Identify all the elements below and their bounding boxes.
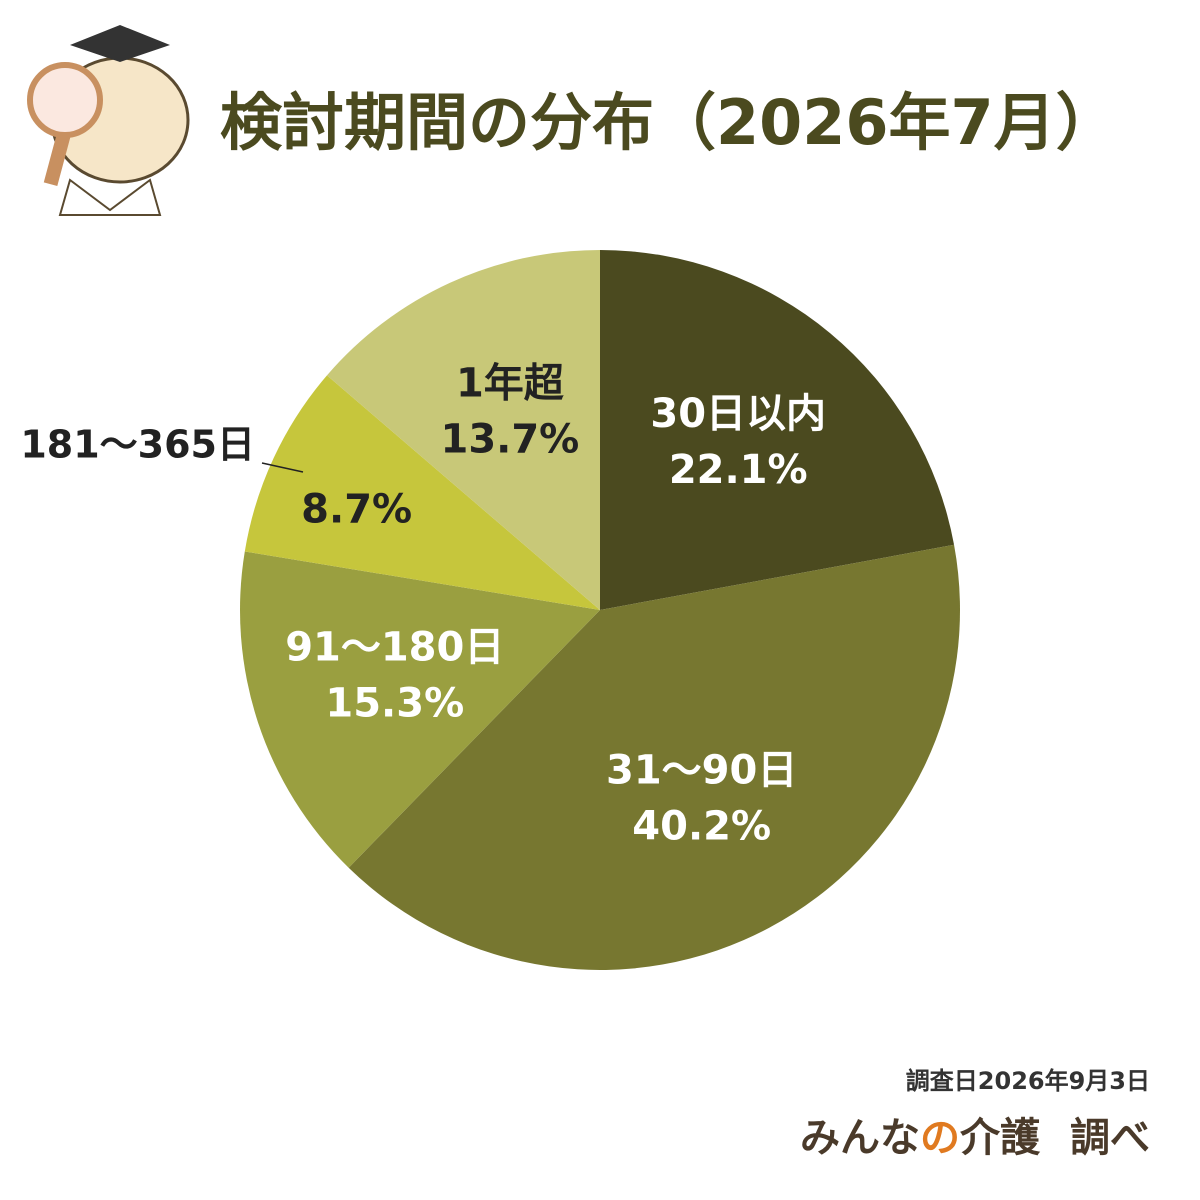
mascot	[27, 25, 190, 216]
source-suffix: 調べ	[1070, 1115, 1150, 1161]
brand-accent: の	[920, 1115, 960, 1161]
value-label: 8.7%	[301, 486, 412, 532]
chart-title: 検討期間の分布（2026年7月）	[220, 86, 1118, 159]
leader-line	[261, 462, 304, 473]
slice-label: 30日以内	[650, 391, 826, 437]
value-label: 13.7%	[440, 417, 579, 463]
pie-slice	[326, 250, 600, 610]
pie-slice	[600, 250, 955, 610]
pie-slice	[240, 551, 600, 868]
pie-slice	[348, 544, 960, 970]
brand-post: 介護	[960, 1115, 1041, 1161]
brand-pre: みんな	[800, 1115, 920, 1161]
pie	[240, 250, 960, 970]
slice-label: 91〜180日	[285, 624, 504, 670]
brand: みんなの介護	[800, 1115, 1041, 1161]
slice-label: 181〜365日	[20, 423, 255, 467]
value-label: 15.3%	[325, 680, 464, 726]
slice-label: 1年超	[456, 361, 565, 407]
pie-slice	[244, 375, 600, 610]
value-label: 22.1%	[669, 447, 808, 493]
slice-label: 31〜90日	[606, 748, 797, 794]
survey-date: 調査日2026年9月3日	[906, 1067, 1150, 1095]
value-label: 40.2%	[632, 804, 771, 850]
